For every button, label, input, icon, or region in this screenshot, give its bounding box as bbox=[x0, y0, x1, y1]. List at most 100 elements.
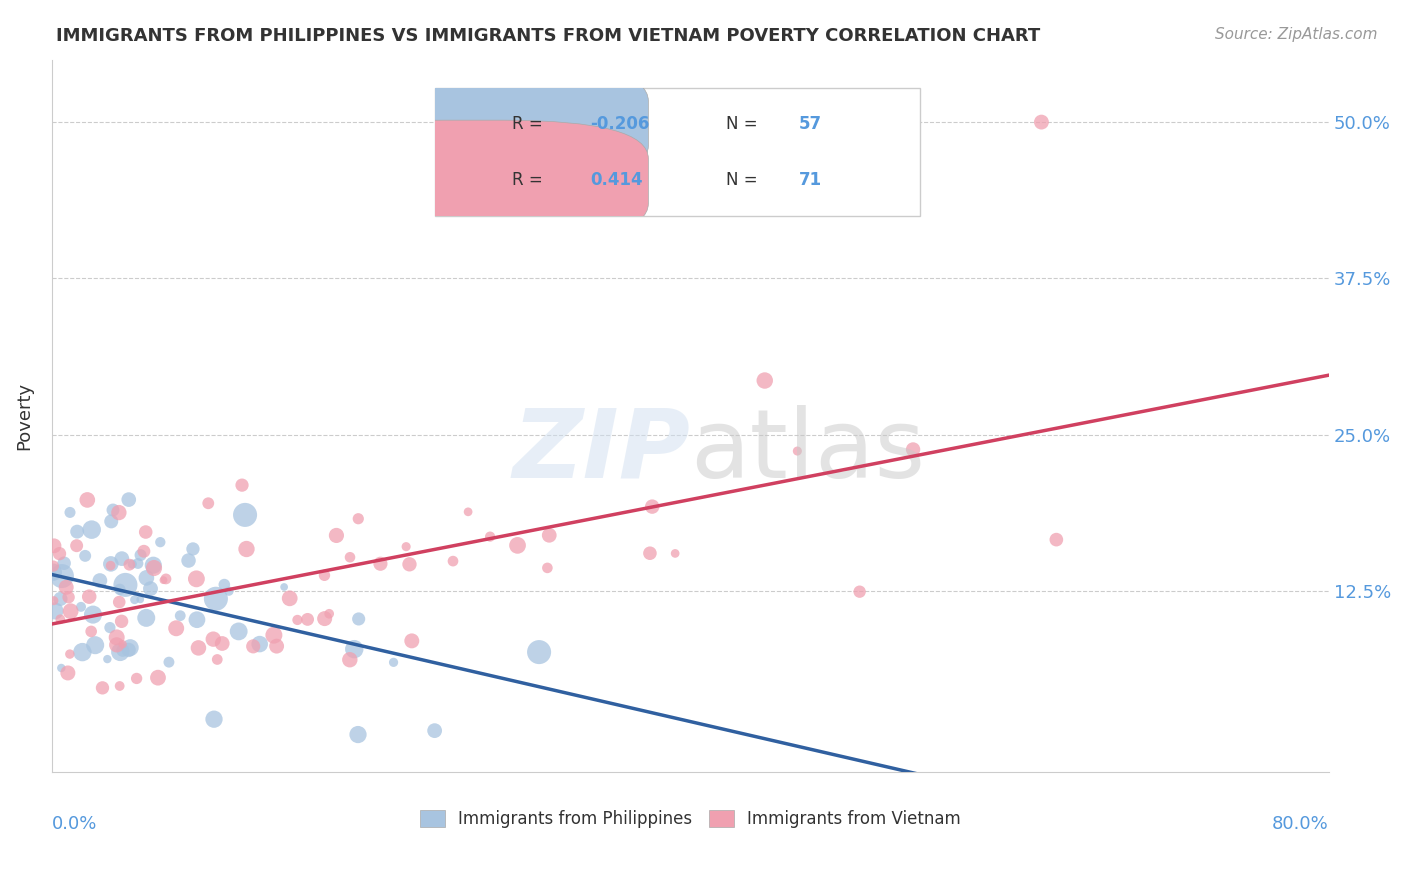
Point bbox=[91, 681, 114, 695]
Point bbox=[235, 541, 257, 556]
Point bbox=[80, 624, 103, 639]
Point bbox=[108, 582, 131, 597]
Point bbox=[110, 615, 132, 629]
Point bbox=[124, 592, 146, 607]
Point bbox=[786, 444, 808, 458]
Text: IMMIGRANTS FROM PHILIPPINES VS IMMIGRANTS FROM VIETNAM POVERTY CORRELATION CHART: IMMIGRANTS FROM PHILIPPINES VS IMMIGRANT… bbox=[56, 27, 1040, 45]
Point bbox=[347, 727, 370, 741]
Point bbox=[76, 492, 98, 507]
Point bbox=[111, 551, 134, 566]
Point bbox=[70, 599, 93, 614]
Point bbox=[82, 607, 104, 622]
Point bbox=[339, 653, 361, 667]
Point bbox=[181, 541, 204, 556]
Point bbox=[165, 621, 187, 635]
Point bbox=[242, 640, 264, 654]
Point bbox=[132, 544, 155, 558]
Point bbox=[638, 546, 661, 560]
Point bbox=[59, 647, 82, 661]
Point bbox=[314, 612, 336, 626]
Text: 80.0%: 80.0% bbox=[1272, 814, 1329, 833]
Point bbox=[339, 550, 361, 565]
Point bbox=[42, 593, 65, 607]
Point bbox=[211, 636, 233, 650]
Point bbox=[108, 679, 131, 693]
Point bbox=[108, 595, 131, 609]
Point bbox=[108, 645, 131, 659]
Point bbox=[42, 565, 65, 579]
Point bbox=[135, 571, 157, 585]
Point bbox=[207, 652, 229, 666]
Point bbox=[343, 642, 366, 657]
Point bbox=[101, 503, 124, 517]
Point bbox=[72, 645, 94, 659]
Point bbox=[53, 556, 76, 570]
Point bbox=[51, 569, 73, 583]
Point bbox=[75, 549, 97, 563]
Point bbox=[56, 665, 79, 680]
Point bbox=[263, 628, 285, 642]
Point bbox=[901, 442, 924, 457]
Point bbox=[98, 621, 121, 635]
Point bbox=[1031, 115, 1053, 129]
Point bbox=[127, 557, 149, 571]
Point bbox=[202, 712, 225, 726]
Point bbox=[80, 523, 103, 537]
Point bbox=[77, 590, 100, 604]
Legend: Immigrants from Philippines, Immigrants from Vietnam: Immigrants from Philippines, Immigrants … bbox=[413, 804, 967, 835]
Point bbox=[287, 613, 309, 627]
Point bbox=[125, 672, 148, 686]
Point bbox=[205, 591, 228, 606]
Point bbox=[84, 638, 107, 652]
Point bbox=[135, 524, 157, 539]
Point bbox=[146, 671, 169, 685]
Point bbox=[89, 574, 111, 588]
Point bbox=[118, 558, 141, 572]
Point bbox=[157, 655, 180, 669]
Point bbox=[66, 539, 89, 553]
Point bbox=[314, 568, 336, 582]
Point bbox=[527, 645, 550, 659]
Point bbox=[42, 539, 65, 553]
Point bbox=[457, 505, 479, 519]
Point bbox=[231, 478, 253, 492]
Point bbox=[202, 632, 225, 647]
Point bbox=[664, 546, 686, 560]
Point bbox=[325, 528, 347, 542]
Point bbox=[347, 512, 370, 526]
Point bbox=[105, 638, 128, 652]
Point bbox=[848, 584, 870, 599]
Point bbox=[42, 559, 65, 574]
Point bbox=[58, 591, 80, 605]
Point bbox=[59, 604, 82, 618]
Point bbox=[318, 607, 340, 621]
Point bbox=[120, 640, 142, 655]
Point bbox=[44, 604, 66, 618]
Point bbox=[186, 613, 208, 627]
Point bbox=[641, 500, 664, 514]
Point bbox=[233, 508, 256, 522]
Text: ZIP: ZIP bbox=[512, 405, 690, 498]
Point bbox=[401, 633, 423, 648]
Point bbox=[111, 637, 134, 651]
Point bbox=[278, 591, 301, 606]
Point bbox=[228, 624, 250, 639]
Point bbox=[100, 558, 122, 573]
Point bbox=[423, 723, 446, 738]
Point bbox=[266, 639, 288, 653]
Point bbox=[100, 557, 122, 571]
Point bbox=[218, 584, 240, 599]
Point bbox=[273, 580, 295, 594]
Point bbox=[187, 640, 209, 655]
Text: 0.0%: 0.0% bbox=[52, 814, 97, 833]
Point bbox=[479, 530, 502, 544]
Point bbox=[149, 535, 172, 549]
Point bbox=[506, 538, 529, 552]
Point bbox=[441, 554, 464, 568]
Point bbox=[186, 572, 208, 586]
Point bbox=[143, 561, 166, 575]
Point bbox=[100, 515, 122, 529]
Point bbox=[142, 558, 165, 573]
Point bbox=[169, 608, 191, 623]
Point bbox=[108, 506, 131, 520]
